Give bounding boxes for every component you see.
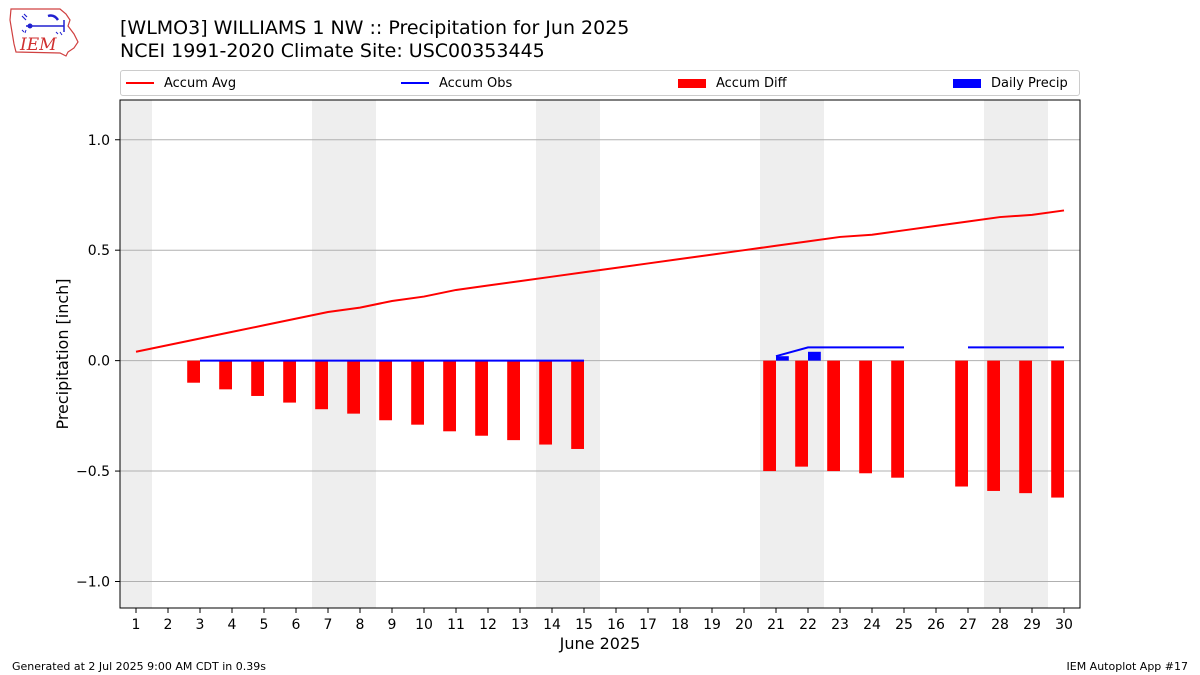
x-tick-label: 30 xyxy=(1055,617,1073,633)
x-tick-label: 22 xyxy=(799,617,817,633)
accum-diff-bar xyxy=(571,360,584,449)
accum-diff-bar xyxy=(507,360,520,441)
x-tick-label: 10 xyxy=(415,617,433,633)
plot-frame xyxy=(119,99,1081,609)
legend-swatch xyxy=(126,82,154,84)
x-tick-label: 29 xyxy=(1023,617,1041,633)
x-tick-label: 20 xyxy=(735,617,753,633)
accum-diff-bar xyxy=(955,360,968,487)
chart-title: [WLMO3] WILLIAMS 1 NW :: Precipitation f… xyxy=(120,17,630,39)
accum-diff-bar xyxy=(795,360,808,467)
weekend-band xyxy=(984,100,1048,608)
accum-diff-bar xyxy=(443,360,456,432)
x-tick-label: 23 xyxy=(831,617,849,633)
legend-swatch xyxy=(401,82,429,84)
accum-diff-bar xyxy=(891,360,904,478)
x-tick-label: 13 xyxy=(511,617,529,633)
legend-item-daily-precip: Daily Precip xyxy=(953,71,1068,95)
x-tick-label: 15 xyxy=(575,617,593,633)
x-tick-label: 12 xyxy=(479,617,497,633)
accum-diff-bar xyxy=(219,360,232,390)
legend-label: Accum Avg xyxy=(164,75,237,91)
accum-diff-bar xyxy=(859,360,872,474)
app-credit: IEM Autoplot App #17 xyxy=(1066,660,1189,673)
x-tick-label: 9 xyxy=(388,617,397,633)
logo-text: IEM xyxy=(19,35,57,55)
legend-item-accum-avg: Accum Avg xyxy=(126,71,236,95)
x-tick-label: 3 xyxy=(196,617,205,633)
accum-diff-bar xyxy=(1051,360,1064,498)
legend: Accum Avg Accum Obs Accum Diff Daily Pre… xyxy=(120,70,1080,96)
x-tick-label: 24 xyxy=(863,617,881,633)
x-tick-label: 14 xyxy=(543,617,561,633)
iem-logo-icon: IEM xyxy=(9,8,79,57)
legend-item-accum-obs: Accum Obs xyxy=(401,71,512,95)
y-tick-label: −0.5 xyxy=(76,464,110,480)
x-tick-label: 19 xyxy=(703,617,721,633)
x-tick-label: 16 xyxy=(607,617,625,633)
accum-diff-bar xyxy=(379,360,392,421)
chart-subtitle: NCEI 1991-2020 Climate Site: USC00353445 xyxy=(120,40,545,62)
accum-diff-bar xyxy=(347,360,360,414)
accum-diff-bar xyxy=(187,360,200,383)
weekend-band xyxy=(536,100,600,608)
legend-label: Accum Diff xyxy=(716,75,787,91)
y-tick-label: −1.0 xyxy=(76,574,110,590)
daily-precip-bar xyxy=(808,351,821,361)
x-tick-label: 5 xyxy=(260,617,269,633)
x-tick-label: 1 xyxy=(132,617,141,633)
x-tick-label: 27 xyxy=(959,617,977,633)
x-axis-label: June 2025 xyxy=(559,634,641,653)
accum-obs-line xyxy=(775,346,904,358)
x-tick-label: 17 xyxy=(639,617,657,633)
accum-diff-bar xyxy=(411,360,424,425)
x-tick-label: 7 xyxy=(324,617,333,633)
x-tick-label: 26 xyxy=(927,617,945,633)
legend-swatch xyxy=(953,78,981,88)
accum-diff-bar xyxy=(539,360,552,445)
y-tick-label: 1.0 xyxy=(88,133,110,149)
accum-diff-bar xyxy=(251,360,264,396)
legend-label: Daily Precip xyxy=(991,75,1068,91)
weekend-band xyxy=(312,100,376,608)
x-tick-label: 4 xyxy=(228,617,237,633)
x-tick-label: 11 xyxy=(447,617,465,633)
daily-precip-bar xyxy=(776,356,789,361)
accum-diff-bar xyxy=(475,360,488,436)
legend-item-accum-diff: Accum Diff xyxy=(678,71,787,95)
legend-swatch xyxy=(678,78,706,88)
x-tick-label: 2 xyxy=(164,617,173,633)
accum-diff-bar xyxy=(283,360,296,403)
x-tick-label: 25 xyxy=(895,617,913,633)
legend-label: Accum Obs xyxy=(439,75,513,91)
y-tick-label: 0.5 xyxy=(88,243,110,259)
x-tick-label: 21 xyxy=(767,617,785,633)
generated-note: Generated at 2 Jul 2025 9:00 AM CDT in 0… xyxy=(12,660,266,673)
x-tick-label: 18 xyxy=(671,617,689,633)
x-tick-label: 6 xyxy=(292,617,301,633)
accum-avg-line xyxy=(135,209,1065,353)
accum-diff-bar xyxy=(987,360,1000,491)
x-tick-label: 8 xyxy=(356,617,365,633)
weekend-band xyxy=(120,100,152,608)
y-axis-label: Precipitation [inch] xyxy=(53,278,72,429)
x-tick-label: 28 xyxy=(991,617,1009,633)
accum-diff-bar xyxy=(763,360,776,472)
accum-diff-bar xyxy=(827,360,840,472)
accum-diff-bar xyxy=(1019,360,1032,494)
accum-diff-bar xyxy=(315,360,328,410)
y-tick-label: 0.0 xyxy=(88,354,110,370)
